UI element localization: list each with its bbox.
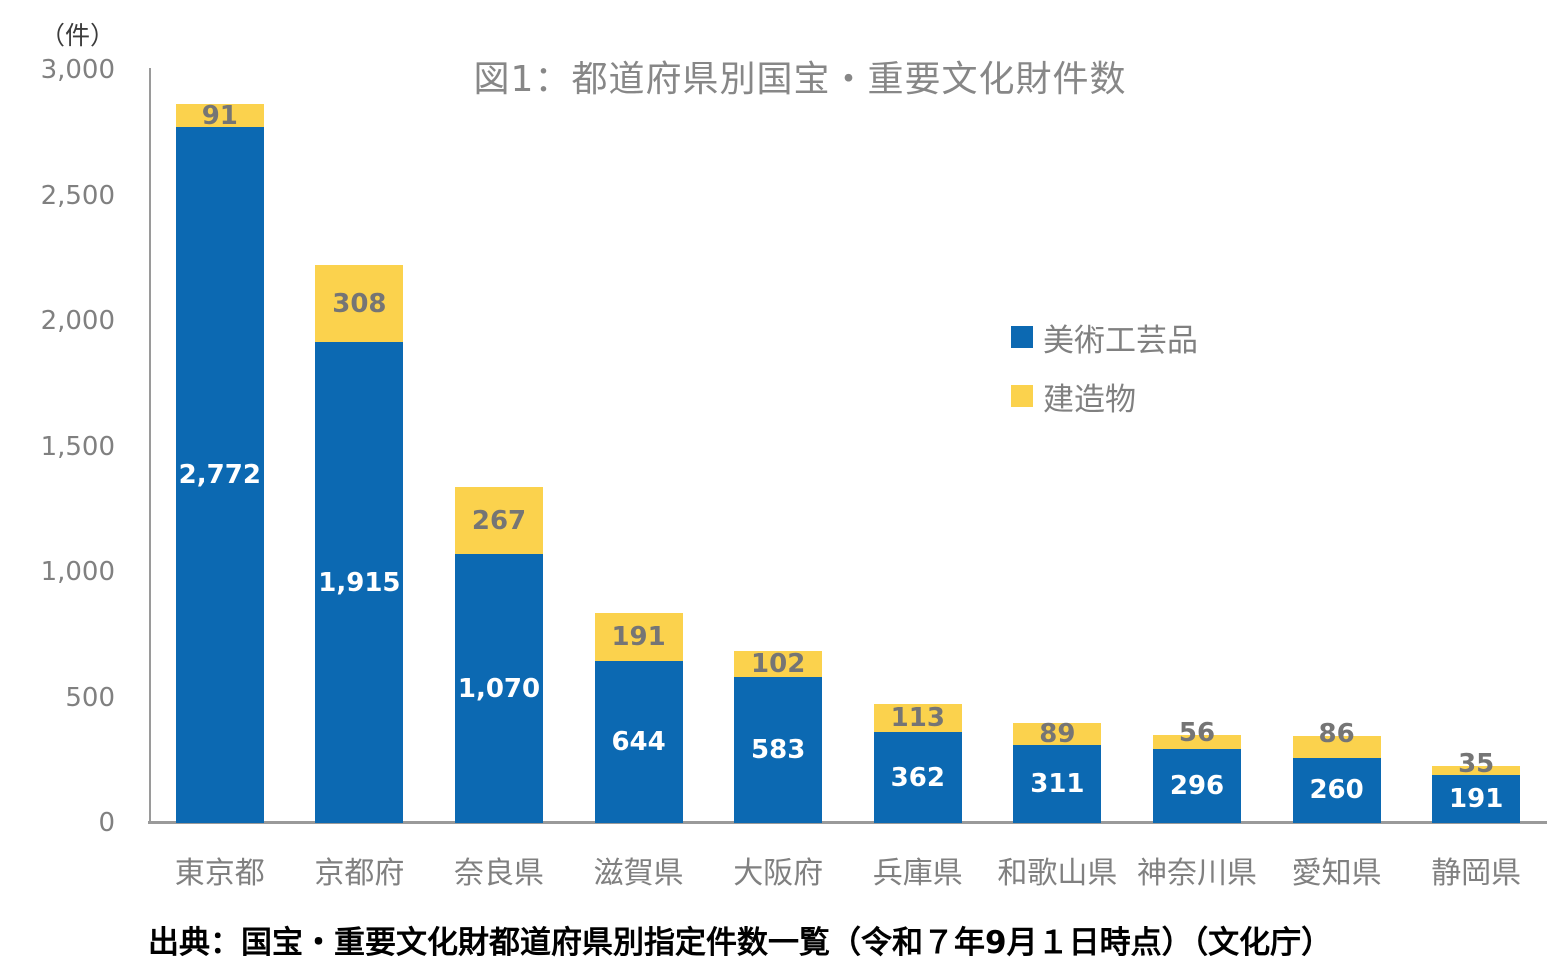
y-tick-label: 2,000 [40, 306, 115, 336]
y-tick-label: 0 [98, 808, 115, 838]
x-category-label: 兵庫県 [872, 856, 963, 891]
bar-segment-art-crafts [734, 676, 823, 823]
data-label-buildings: 191 [611, 622, 666, 653]
x-category-label: 奈良県 [453, 856, 544, 891]
x-axis-line [148, 821, 1547, 824]
legend-item-buildings: 建造物 [1011, 379, 1198, 418]
bar-segment-art-crafts [1292, 757, 1381, 823]
bar-segment-art-crafts [1432, 775, 1521, 823]
legend-item-art-crafts: 美術工芸品 [1011, 320, 1198, 359]
y-tick-label: 3,000 [40, 55, 115, 85]
bar-segment-buildings [1153, 734, 1241, 749]
legend: 美術工芸品 建造物 [1011, 320, 1198, 438]
bar-segment-art-crafts [873, 732, 962, 823]
data-label-art-crafts: 191 [1449, 784, 1504, 815]
y-tick-label: 1,000 [40, 557, 115, 587]
bar-segment-buildings [1292, 736, 1381, 758]
bar-segment-buildings [175, 104, 264, 128]
bar-segment-buildings [1013, 722, 1102, 745]
legend-label-art-crafts: 美術工芸品 [1043, 322, 1198, 359]
bar-segment-art-crafts [594, 661, 683, 823]
data-label-art-crafts: 296 [1169, 770, 1225, 801]
data-label-art-crafts: 1,915 [318, 567, 401, 598]
data-label-buildings: 267 [471, 505, 527, 536]
x-category-label: 東京都 [174, 856, 265, 891]
bar-segment-buildings [455, 487, 543, 555]
data-label-buildings: 89 [1039, 718, 1076, 749]
bar-segment-art-crafts [455, 554, 543, 823]
source-note: 出典：国宝・重要文化財都道府県別指定件数一覧（令和７年9月１日時点）（文化庁） [148, 925, 1333, 961]
x-category-label: 和歌山県 [997, 856, 1118, 891]
x-category-label: 大阪府 [733, 856, 824, 891]
data-label-art-crafts: 583 [751, 734, 806, 765]
y-axis-unit-label: （件） [39, 21, 115, 50]
bar-segment-art-crafts [315, 342, 404, 823]
bar-segment-art-crafts [1153, 748, 1241, 823]
data-label-art-crafts: 644 [611, 727, 666, 758]
data-label-buildings: 56 [1178, 717, 1216, 748]
bar-segment-art-crafts [1013, 744, 1102, 823]
data-label-art-crafts: 2,772 [178, 460, 261, 491]
data-label-buildings: 91 [201, 100, 238, 131]
bar-segment-buildings [315, 265, 404, 343]
data-label-art-crafts: 311 [1030, 768, 1085, 799]
data-label-buildings: 102 [751, 648, 806, 679]
y-tick-label: 500 [65, 682, 115, 713]
bar-segment-buildings [734, 651, 823, 677]
y-tick-label: 2,500 [40, 180, 115, 211]
legend-swatch-buildings [1011, 385, 1033, 407]
data-label-buildings: 35 [1458, 749, 1495, 780]
bar-segment-buildings [1432, 766, 1521, 776]
x-category-label: 京都府 [314, 856, 405, 891]
y-tick-label: 1,500 [40, 431, 115, 462]
data-label-buildings: 86 [1318, 719, 1355, 750]
bar-segment-buildings [873, 703, 962, 733]
legend-label-buildings: 建造物 [1043, 381, 1136, 418]
data-label-buildings: 113 [890, 702, 945, 733]
data-label-art-crafts: 362 [890, 762, 945, 793]
bar-segment-buildings [594, 613, 683, 662]
x-category-label: 神奈川県 [1136, 856, 1257, 891]
data-label-art-crafts: 1,070 [457, 673, 541, 704]
data-label-buildings: 308 [332, 288, 387, 319]
y-axis-line [149, 68, 151, 823]
x-category-label: 静岡県 [1431, 856, 1522, 891]
legend-swatch-art-crafts [1011, 326, 1033, 348]
data-label-art-crafts: 260 [1309, 775, 1364, 806]
x-category-label: 愛知県 [1291, 856, 1382, 891]
x-category-label: 滋賀県 [593, 856, 684, 891]
bar-segment-art-crafts [175, 127, 264, 823]
chart-title: 図1：都道府県別国宝・重要文化財件数 [473, 59, 1127, 100]
